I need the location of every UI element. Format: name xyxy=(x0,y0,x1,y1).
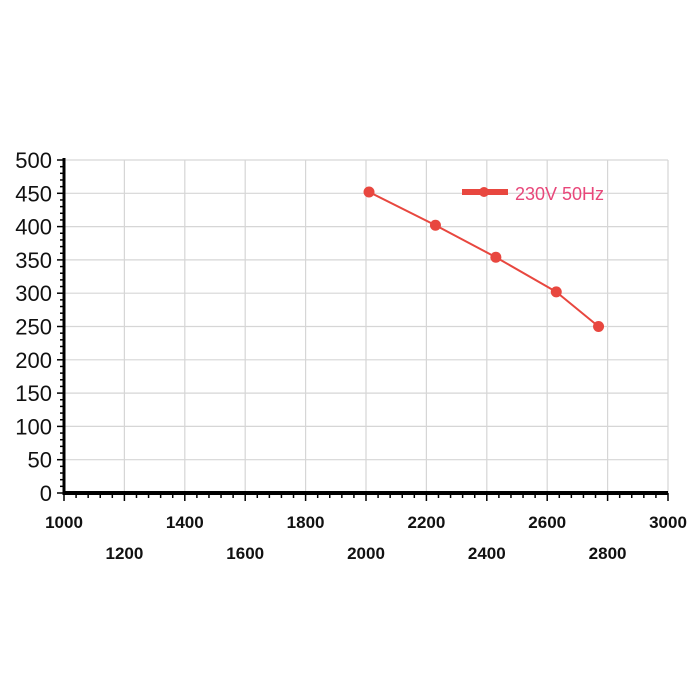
y-tick-label: 200 xyxy=(15,348,52,373)
y-tick-label: 0 xyxy=(40,481,52,506)
data-point xyxy=(593,321,605,332)
legend-label: 230V 50Hz xyxy=(515,184,604,204)
data-point xyxy=(550,286,562,298)
data-point xyxy=(490,251,502,263)
y-tick-labels: 0 50 100 150 200 250 300 350 400 450 500 xyxy=(15,148,52,506)
x-tick-label: 2000 xyxy=(347,544,385,563)
axes xyxy=(57,158,669,501)
legend-swatch-marker xyxy=(479,187,489,197)
y-tick-label: 500 xyxy=(15,148,52,173)
x-tick-label: 1400 xyxy=(166,513,204,532)
y-tick-label: 150 xyxy=(15,381,52,406)
y-tick-label: 300 xyxy=(15,281,52,306)
y-tick-label: 50 xyxy=(28,448,52,473)
y-tick-label: 100 xyxy=(15,414,52,439)
y-tick-label: 250 xyxy=(15,315,52,340)
legend: 230V 50Hz xyxy=(462,184,604,204)
x-tick-label: 1600 xyxy=(226,544,264,563)
x-tick-label: 1000 xyxy=(45,513,83,532)
x-tick-label: 2800 xyxy=(589,544,627,563)
data-point xyxy=(363,186,375,198)
x-tick-label: 2400 xyxy=(468,544,506,563)
y-tick-label: 350 xyxy=(15,248,52,273)
x-tick-label: 2200 xyxy=(407,513,445,532)
x-tick-label: 2600 xyxy=(528,513,566,532)
series-line xyxy=(368,191,600,328)
x-tick-labels: 1000 1200 1400 1600 1800 2000 2200 2400 2600 2800… xyxy=(45,513,687,563)
y-tick-label: 400 xyxy=(15,215,52,240)
series xyxy=(363,186,605,332)
x-tick-label: 3000 xyxy=(649,513,687,532)
y-tick-label: 450 xyxy=(15,181,52,206)
x-tick-label: 1200 xyxy=(105,544,143,563)
data-point xyxy=(429,219,441,231)
x-tick-label: 1800 xyxy=(287,513,325,532)
grid xyxy=(64,159,669,493)
